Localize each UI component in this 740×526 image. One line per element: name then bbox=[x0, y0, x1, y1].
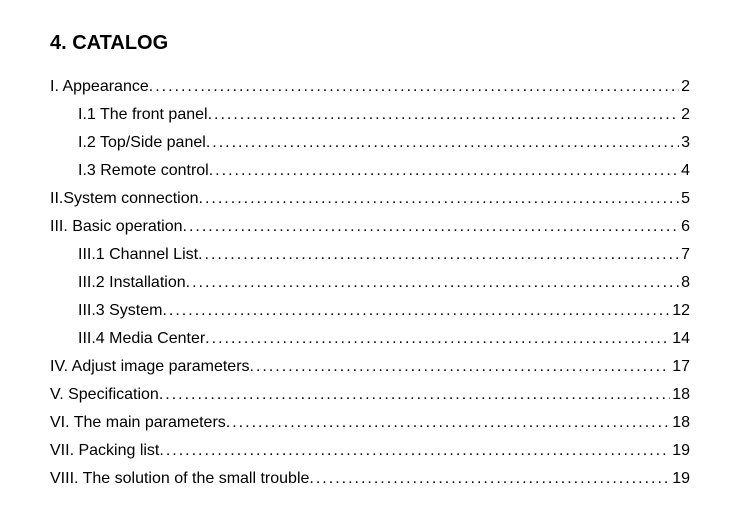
toc-row: I.2 Top/Side panel 3 bbox=[50, 129, 690, 157]
toc-leader-dots bbox=[205, 325, 670, 353]
toc-page-number: 2 bbox=[679, 73, 690, 101]
toc-page-number: 3 bbox=[679, 129, 690, 157]
toc-leader-dots bbox=[186, 269, 679, 297]
toc-leader-dots bbox=[250, 353, 671, 381]
toc-entry-label: VII. Packing list bbox=[50, 437, 159, 465]
toc-entry-label: III.3 System bbox=[78, 297, 162, 325]
toc-entry-label: IV. Adjust image parameters bbox=[50, 353, 250, 381]
toc-leader-dots bbox=[309, 465, 670, 493]
toc-leader-dots bbox=[226, 409, 670, 437]
toc-row: III.2 Installation 8 bbox=[50, 269, 690, 297]
toc-entry-label: III.4 Media Center bbox=[78, 325, 205, 353]
toc-leader-dots bbox=[206, 129, 679, 157]
toc-entry-label: I.1 The front panel bbox=[78, 101, 208, 129]
toc-leader-dots bbox=[159, 381, 670, 409]
toc-entry-label: I.3 Remote control bbox=[78, 157, 209, 185]
toc-entry-label: II.System connection bbox=[50, 185, 199, 213]
toc-page-number: 12 bbox=[670, 297, 690, 325]
toc-row: IV. Adjust image parameters 17 bbox=[50, 353, 690, 381]
toc-page-number: 19 bbox=[670, 465, 690, 493]
toc-row: III.3 System 12 bbox=[50, 297, 690, 325]
toc-row: I.1 The front panel 2 bbox=[50, 101, 690, 129]
toc-leader-dots bbox=[162, 297, 670, 325]
toc-leader-dots bbox=[159, 437, 670, 465]
toc-row: III.1 Channel List 7 bbox=[50, 241, 690, 269]
toc-entry-label: III. Basic operation bbox=[50, 213, 183, 241]
toc-entry-label: I. Appearance bbox=[50, 73, 149, 101]
toc-page-number: 8 bbox=[679, 269, 690, 297]
toc-leader-dots bbox=[149, 73, 679, 101]
toc-page-number: 5 bbox=[679, 185, 690, 213]
toc-row: V. Specification 18 bbox=[50, 381, 690, 409]
toc-row: I.3 Remote control 4 bbox=[50, 157, 690, 185]
toc-entry-label: VI. The main parameters bbox=[50, 409, 226, 437]
toc-row: II.System connection 5 bbox=[50, 185, 690, 213]
toc-row: VII. Packing list 19 bbox=[50, 437, 690, 465]
toc-page-number: 19 bbox=[670, 437, 690, 465]
toc-page-number: 4 bbox=[679, 157, 690, 185]
toc-entry-label: V. Specification bbox=[50, 381, 159, 409]
toc-leader-dots bbox=[183, 213, 680, 241]
toc-entry-label: VIII. The solution of the small trouble bbox=[50, 465, 309, 493]
toc-entry-label: III.2 Installation bbox=[78, 269, 186, 297]
toc-leader-dots bbox=[209, 157, 679, 185]
toc-row: III. Basic operation 6 bbox=[50, 213, 690, 241]
toc-row: VI. The main parameters 18 bbox=[50, 409, 690, 437]
toc-page-number: 14 bbox=[670, 325, 690, 353]
toc-page-number: 18 bbox=[670, 409, 690, 437]
toc-leader-dots bbox=[208, 101, 680, 129]
toc-entry-label: I.2 Top/Side panel bbox=[78, 129, 206, 157]
toc-row: I. Appearance 2 bbox=[50, 73, 690, 101]
toc-leader-dots bbox=[199, 185, 680, 213]
toc-row: VIII. The solution of the small trouble 1… bbox=[50, 465, 690, 493]
toc-page-number: 18 bbox=[670, 381, 690, 409]
toc-page-number: 2 bbox=[679, 101, 690, 129]
toc-leader-dots bbox=[198, 241, 679, 269]
toc-page-number: 6 bbox=[679, 213, 690, 241]
toc-page-number: 7 bbox=[679, 241, 690, 269]
section-heading: 4. CATALOG bbox=[50, 32, 690, 55]
toc-page-number: 17 bbox=[670, 353, 690, 381]
table-of-contents: I. Appearance 2I.1 The front panel2I.2 T… bbox=[50, 73, 690, 493]
toc-row: III.4 Media Center 14 bbox=[50, 325, 690, 353]
toc-entry-label: III.1 Channel List bbox=[78, 241, 198, 269]
